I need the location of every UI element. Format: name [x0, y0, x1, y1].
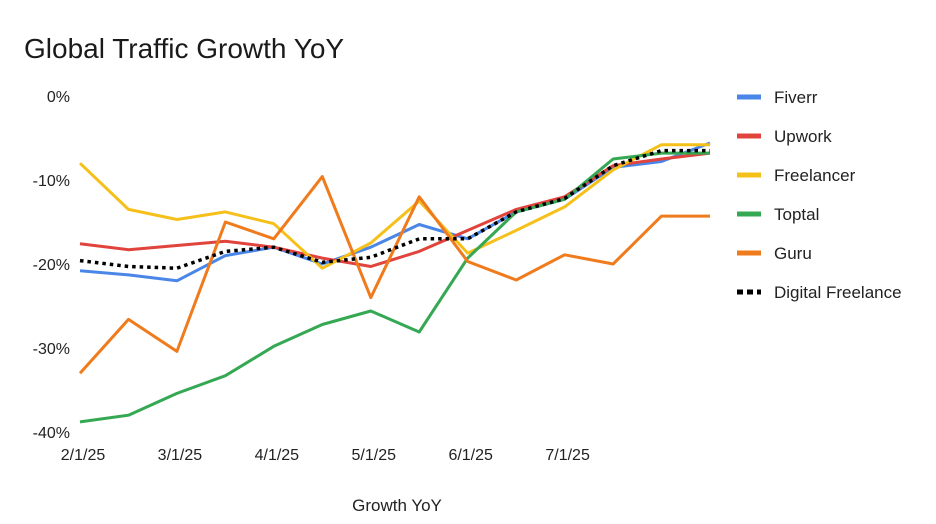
- series-line-freelancer: [78, 143, 710, 270]
- x-tick-label: 4/1/25: [255, 447, 300, 464]
- legend-label-guru: Guru: [774, 244, 812, 263]
- y-axis-ticks: 0% -10% -20% -30% -40%: [33, 89, 70, 442]
- x-tick-label: 6/1/25: [448, 447, 493, 464]
- series-line-digital-freelance: [79, 148, 710, 270]
- y-tick-label: -20%: [33, 257, 70, 274]
- legend-label-fiverr: Fiverr: [774, 88, 818, 107]
- x-axis-label: Growth YoY: [352, 496, 442, 515]
- x-tick-label: 7/1/25: [545, 447, 590, 464]
- y-tick-label: 0%: [47, 89, 70, 106]
- x-axis-ticks: 2/1/25 3/1/25 4/1/25 5/1/25 6/1/25 7/1/25: [61, 447, 590, 464]
- chart-title: Global Traffic Growth YoY: [24, 33, 344, 64]
- series-line-toptal: [79, 151, 710, 424]
- y-tick-label: -10%: [33, 173, 70, 190]
- legend-label-digital-freelance: Digital Freelance: [774, 283, 902, 302]
- y-tick-label: -30%: [33, 341, 70, 358]
- series-line-upwork: [79, 151, 711, 268]
- legend-label-freelancer: Freelancer: [774, 166, 856, 185]
- series-lines: [78, 141, 711, 424]
- legend-label-upwork: Upwork: [774, 127, 832, 146]
- x-tick-label: 2/1/25: [61, 447, 106, 464]
- x-tick-label: 5/1/25: [352, 447, 397, 464]
- series-line-guru: [78, 175, 710, 375]
- legend-label-toptal: Toptal: [774, 205, 819, 224]
- legend: Fiverr Upwork Freelancer Toptal Guru Digital …: [737, 88, 902, 302]
- y-tick-label: -40%: [33, 425, 70, 442]
- x-tick-label: 3/1/25: [158, 447, 203, 464]
